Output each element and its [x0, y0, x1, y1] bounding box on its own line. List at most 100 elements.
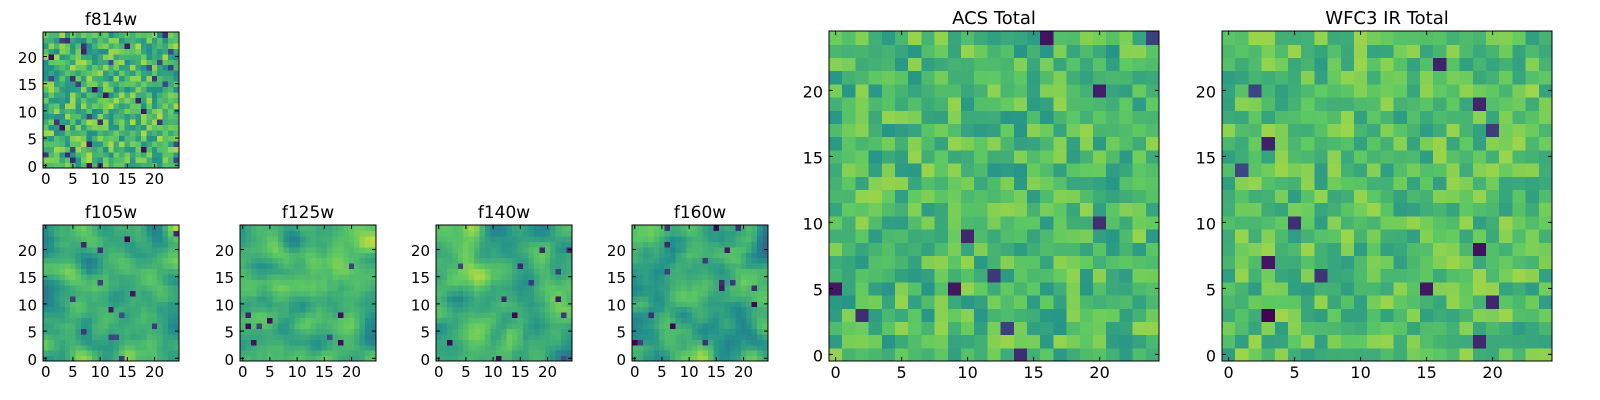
heatmap-cell [947, 321, 962, 336]
heatmap-cell [501, 295, 508, 302]
heatmap-cell [1340, 31, 1355, 45]
heatmap-cell [680, 333, 687, 340]
heatmap-cell [1499, 97, 1513, 111]
heatmap-cell [59, 113, 66, 120]
heatmap-cell [119, 344, 126, 351]
heatmap-cell [316, 257, 323, 264]
heatmap-cell [708, 225, 715, 232]
heatmap-cell [842, 255, 856, 270]
heatmap-cell [321, 279, 328, 286]
heatmap-cell [157, 119, 164, 126]
heatmap-cell [1327, 295, 1342, 309]
heatmap-cell [1066, 347, 1081, 362]
heatmap-cell [702, 328, 709, 335]
heatmap-cell [1027, 110, 1041, 124]
heatmap-cell [310, 301, 317, 308]
heatmap-cell [370, 252, 377, 259]
heatmap-cell [97, 102, 104, 109]
heatmap-cell [146, 317, 153, 324]
heatmap-cell [550, 333, 557, 340]
heatmap-cell [1367, 57, 1381, 72]
heatmap-cell [48, 64, 55, 71]
heatmap-cell [855, 281, 870, 296]
heatmap-cell [97, 290, 104, 297]
heatmap-cell [173, 129, 180, 136]
heatmap-cell [729, 328, 736, 335]
heatmap-cell [48, 295, 55, 302]
heatmap-cell [135, 157, 142, 164]
heatmap-cell [305, 284, 312, 291]
heatmap-cell [484, 295, 491, 302]
heatmap-cell [70, 70, 77, 77]
heatmap-cell [124, 91, 131, 98]
heatmap-cell [348, 306, 355, 313]
heatmap-cell [1486, 202, 1500, 217]
heatmap-cell [1301, 295, 1315, 309]
heatmap-cell [1261, 123, 1276, 138]
heatmap-cell [490, 235, 497, 242]
heatmap-cell [855, 202, 870, 217]
heatmap-cell [1222, 83, 1236, 98]
heatmap-cell [506, 295, 513, 302]
heatmap-cell [294, 257, 301, 264]
heatmap-cell [947, 163, 962, 177]
heatmap-cell [474, 230, 481, 237]
heatmap-cell [947, 149, 962, 164]
heatmap-cell [632, 312, 639, 319]
heatmap-cell [746, 301, 753, 308]
heatmap-cell [43, 91, 50, 98]
heatmap-cell [332, 301, 339, 308]
heatmap-cell [724, 263, 731, 270]
heatmap-cell [48, 113, 55, 120]
heatmap-cell [1512, 163, 1527, 177]
heatmap-cell [250, 273, 257, 280]
heatmap-cell [43, 241, 50, 248]
heatmap-cell [495, 263, 502, 270]
heatmap-cell [908, 176, 922, 190]
heatmap-cell [702, 344, 709, 351]
heatmap-cell [245, 290, 252, 297]
heatmap-cell [474, 339, 481, 346]
heatmap-cell [719, 268, 726, 275]
heatmap-cell [168, 59, 175, 66]
heatmap-cell [64, 53, 71, 60]
heatmap-cell [113, 235, 120, 242]
heatmap-cell [921, 308, 936, 322]
heatmap-cell [86, 64, 93, 71]
heatmap-cell [506, 268, 513, 275]
heatmap-cell [337, 301, 344, 308]
heatmap-cell [1013, 44, 1028, 58]
heatmap-cell [43, 113, 50, 120]
heatmap-cell [86, 350, 93, 357]
heatmap-cell [240, 284, 247, 291]
heatmap-cell [881, 229, 896, 243]
heatmap-cell [75, 75, 82, 82]
heatmap-cell [102, 80, 109, 87]
heatmap-cell [921, 31, 936, 45]
heatmap-cell [130, 268, 137, 275]
heatmap-cell [1093, 149, 1107, 164]
heatmap-cell [895, 136, 909, 151]
heatmap-cell [436, 241, 443, 248]
heatmap-cell [1406, 70, 1421, 85]
heatmap-cell [97, 263, 104, 270]
heatmap-cell [91, 301, 98, 308]
heatmap-cell [370, 257, 377, 264]
heatmap-cell [1380, 202, 1395, 217]
heatmap-cell [1486, 215, 1500, 230]
heatmap-cell [102, 344, 109, 351]
heatmap-cell [245, 306, 252, 313]
heatmap-cell [245, 273, 252, 280]
heatmap-cell [436, 344, 443, 351]
heatmap-cell [124, 59, 131, 66]
heatmap-cell [70, 64, 77, 71]
heatmap-cell [140, 350, 147, 357]
heatmap-cell [1393, 321, 1408, 336]
heatmap-cell [354, 350, 361, 357]
heatmap-cell [1000, 70, 1015, 85]
heatmap-cell [713, 301, 720, 308]
heatmap-cell [691, 344, 698, 351]
heatmap-cell [484, 312, 491, 319]
heatmap-cell [648, 235, 655, 242]
heatmap-cell [108, 328, 115, 335]
